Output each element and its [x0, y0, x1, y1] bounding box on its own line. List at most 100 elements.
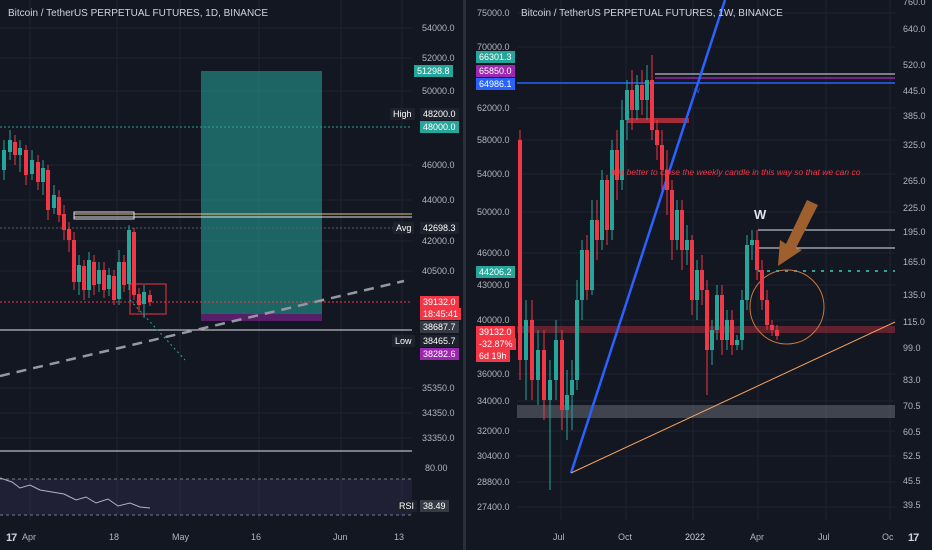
right-price-tick: 32000.0: [477, 426, 510, 436]
right-secondary-tick: 225.0: [903, 203, 926, 213]
low-tag: Low: [392, 335, 415, 347]
candle-body: [18, 148, 22, 155]
right-secondary-tick: 135.0: [903, 290, 926, 300]
candle-body: [72, 240, 76, 282]
level-label-1: 66301.3: [476, 51, 515, 63]
dotted-down-line: [129, 299, 186, 361]
right-price-tick: 40000.0: [477, 315, 510, 325]
red-resistance-box: [627, 118, 689, 123]
candle-body: [52, 195, 56, 208]
target-price-label: 51298.8: [414, 65, 453, 77]
right-secondary-tick: 265.0: [903, 176, 926, 186]
left-time-tick: 16: [251, 532, 262, 542]
right-price-tick: 43000.0: [477, 280, 510, 290]
left-time-tick: Jun: [333, 532, 348, 542]
last-price-label: 39132.0: [420, 296, 459, 308]
candle-body: [725, 320, 729, 340]
candle-body: [554, 340, 558, 380]
red-box: [129, 283, 167, 315]
candle-body: [137, 294, 141, 305]
candle-body: [700, 270, 704, 290]
left-price-tick: 34350.0: [422, 408, 455, 418]
left-price-tick: 46000.0: [422, 160, 455, 170]
level-48000-label: 48000.0: [420, 121, 459, 133]
right-secondary-tick: 70.5: [903, 401, 921, 411]
candle-body: [675, 210, 679, 240]
candle-body: [645, 80, 649, 100]
candle-body: [536, 350, 540, 380]
left-price-tick: 54000.0: [422, 23, 455, 33]
left-time-tick: Apr: [22, 532, 37, 542]
left-price-tick: 52000.0: [422, 53, 455, 63]
right-price-tick: 50000.0: [477, 207, 510, 217]
left-chart: [0, 0, 412, 520]
candle-body: [142, 292, 146, 304]
left-time-tick: 13: [394, 532, 405, 542]
right-price-tick: 27400.0: [477, 502, 510, 512]
left-candles: [2, 130, 152, 318]
candle-body: [660, 145, 664, 170]
candle-body: [740, 300, 744, 340]
right-secondary-tick: 760.0: [903, 0, 926, 7]
right-time-tick: Jul: [818, 532, 830, 542]
candle-body: [112, 276, 116, 300]
candle-body: [36, 162, 40, 182]
rsi-value: 38.49: [420, 500, 449, 512]
left-chart-title: Bitcoin / TetherUS PERPETUAL FUTURES, 1D…: [8, 8, 269, 19]
candle-body: [605, 180, 609, 230]
right-secondary-tick: 325.0: [903, 140, 926, 150]
left-price-tick: 44000.0: [422, 195, 455, 205]
avg-value-label: 42698.3: [420, 222, 459, 234]
candle-body: [710, 330, 714, 350]
left-time-tick: May: [172, 532, 190, 542]
candle-body: [770, 325, 774, 330]
right-price-tick: 75000.0: [477, 8, 510, 18]
candle-body: [615, 150, 619, 180]
right-price-tick: 58000.0: [477, 135, 510, 145]
right-secondary-tick: 60.5: [903, 427, 921, 437]
right-price-tick: 28800.0: [477, 477, 510, 487]
rsi-top-tick: 80.00: [425, 463, 448, 473]
candle-body: [745, 245, 749, 300]
right-secondary-tick: 99.0: [903, 343, 921, 353]
candle-body: [57, 197, 61, 215]
right-time-tick: Oc: [882, 532, 894, 542]
annotation-text: It is better to close the weekly candle …: [611, 167, 861, 177]
annotation-circle: [749, 269, 825, 345]
candle-body: [148, 295, 152, 302]
right-chart: [517, 0, 896, 520]
candle-body: [760, 270, 764, 300]
candle-body: [518, 140, 522, 360]
candle-body: [595, 220, 599, 240]
candle-body: [755, 240, 759, 270]
candle-body: [650, 80, 654, 130]
candle-body: [695, 270, 699, 300]
right-countdown: 6d 19h: [476, 350, 510, 362]
right-secondary-tick: 520.0: [903, 60, 926, 70]
candle-body: [610, 150, 614, 230]
candle-body: [2, 150, 6, 170]
right-secondary-tick: 52.5: [903, 451, 921, 461]
right-price-tick: 70000.0: [477, 42, 510, 52]
candle-body: [680, 210, 684, 250]
rsi-line: [0, 477, 151, 509]
candle-body: [585, 250, 589, 290]
w-small-label: w: [694, 86, 700, 95]
right-secondary-tick: 640.0: [903, 24, 926, 34]
small-box: [73, 211, 135, 220]
blue-trendline: [569, 0, 727, 474]
right-secondary-tick: 385.0: [903, 111, 926, 121]
tradingview-logo-right: 17: [908, 532, 919, 544]
candle-body: [92, 262, 96, 285]
high-value-label: 48200.0: [420, 108, 459, 120]
support-zone: [517, 405, 895, 418]
candle-body: [122, 262, 126, 285]
candle-body: [635, 85, 639, 110]
entry-label: 38282.6: [420, 348, 459, 360]
candle-body: [750, 240, 754, 245]
candle-body: [590, 220, 594, 290]
candle-body: [67, 229, 71, 240]
left-time-tick: 18: [109, 532, 120, 542]
candle-body: [625, 90, 629, 120]
